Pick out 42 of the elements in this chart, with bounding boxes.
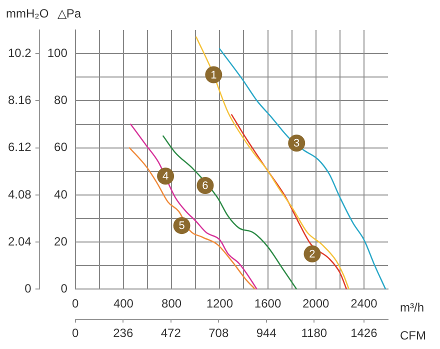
- annotation: 5: [178, 220, 185, 232]
- y2-tick-label: 0: [24, 282, 32, 296]
- y2-tick-label: 2.04: [8, 234, 32, 248]
- x-tick-label: 2000: [302, 296, 330, 311]
- x-axis-title: m³/h: [400, 300, 424, 315]
- line-series: [162, 135, 298, 290]
- x-tick-label: 2400: [350, 296, 378, 311]
- line-series: [128, 147, 256, 290]
- y-tick-label: 0: [60, 282, 68, 296]
- x2-tick-label: 1426: [350, 326, 378, 340]
- y-tick-label: 40: [54, 187, 68, 202]
- x2-tick-label: 708: [208, 326, 229, 340]
- y-tick-label: 20: [54, 234, 68, 248]
- y2-axis-title: mmH₂O: [6, 6, 49, 20]
- annotation: 4: [162, 170, 169, 183]
- line-series: [219, 48, 386, 290]
- x2-tick-label: 472: [160, 326, 182, 340]
- y2-tick-label: 6.12: [8, 140, 32, 154]
- x-tick-label: 1600: [254, 296, 282, 311]
- y-tick-label: 60: [54, 140, 68, 154]
- y-tick-label: 80: [54, 93, 68, 108]
- x2-axis-title: CFM: [400, 328, 426, 342]
- x-tick-label: 1200: [206, 296, 234, 311]
- line-series: [231, 114, 348, 290]
- annotation: 1: [210, 69, 217, 82]
- y2-tick-label: 4.08: [8, 187, 32, 202]
- x2-tick-label: 944: [256, 326, 277, 340]
- x-tick-label: 800: [162, 296, 182, 311]
- x2-tick-label: 0: [72, 326, 80, 340]
- x2-tick-label: 1180: [301, 326, 328, 340]
- line-series: [196, 36, 350, 290]
- x-tick-label: 400: [113, 296, 134, 311]
- x2-tick-label: 236: [113, 326, 134, 340]
- line-series: [130, 124, 258, 290]
- y2-tick-label: 8.16: [8, 93, 32, 108]
- y2-tick-label: 10.2: [8, 46, 32, 60]
- annotation: 6: [202, 180, 208, 192]
- annotation: 2: [309, 248, 316, 260]
- y-axis-title: △Pa: [57, 6, 82, 20]
- annotation: 3: [294, 138, 300, 150]
- x-tick-label: 0: [72, 296, 80, 311]
- y-tick-label: 100: [47, 46, 68, 60]
